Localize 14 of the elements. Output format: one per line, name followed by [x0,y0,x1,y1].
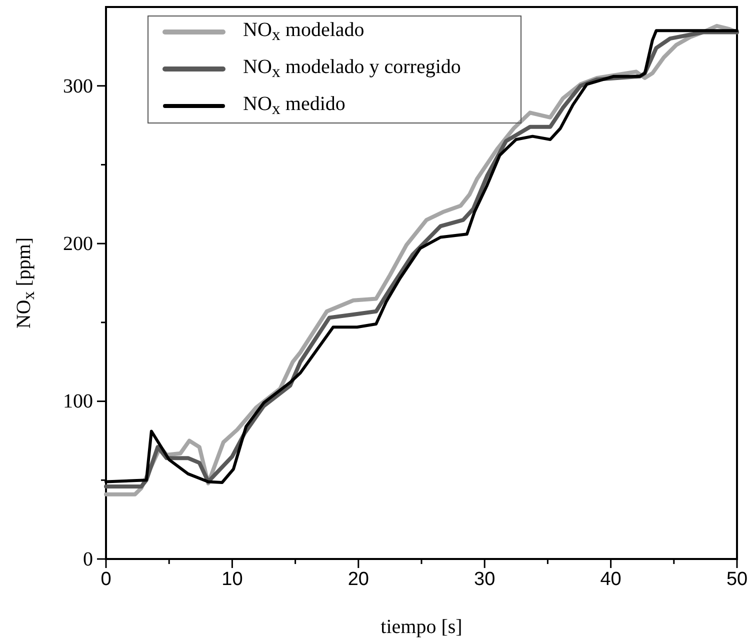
legend-label: NO$_{x}$ medido [243,93,346,118]
x-tick-label: 20 [348,569,369,590]
x-axis-title: tiempo [s] [380,616,462,638]
x-tick-label: 30 [474,569,496,590]
legend-label: NO$_{x}$ modelado y corregido [243,56,461,82]
y-tick-label: 200 [63,232,93,255]
x-tick-label: 50 [726,569,748,590]
y-tick-label: 100 [63,390,93,413]
x-tick-label: 40 [600,569,622,590]
legend-label: NO$_{x}$ modelado [243,19,364,44]
x-tick-label: 10 [222,569,243,590]
y-tick-label: 300 [63,75,93,98]
x-tick-label: 0 [100,569,112,590]
y-tick-label: 0 [83,548,93,570]
